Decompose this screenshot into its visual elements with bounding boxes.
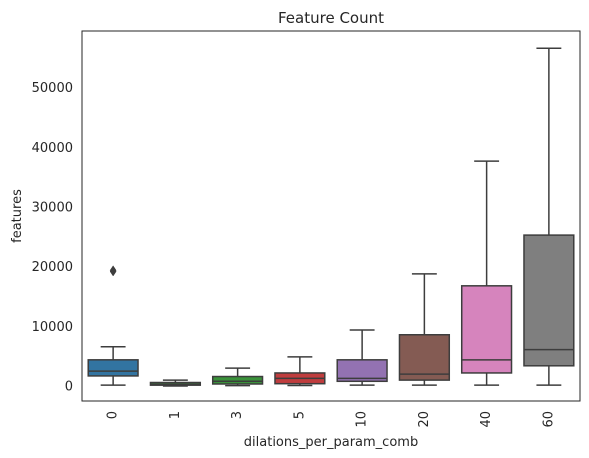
y-axis-ticks: 0 10000 20000 30000 40000 50000 (32, 81, 73, 394)
x-tick-label: 0 (106, 411, 121, 419)
y-tick-label: 10000 (32, 320, 73, 335)
box-body (211, 375, 264, 385)
box-body (398, 334, 451, 381)
boxes-layer (87, 47, 575, 387)
box-20 (398, 273, 451, 386)
x-tick-label: 1 (168, 411, 183, 419)
box-body (87, 359, 139, 377)
box-40 (460, 160, 513, 386)
box-body (523, 234, 575, 367)
y-tick-label: 0 (65, 380, 73, 395)
box-60 (523, 47, 575, 386)
x-tick-label: 3 (230, 411, 245, 419)
x-tick-label: 10 (355, 411, 370, 428)
x-tick-label: 5 (292, 411, 307, 419)
x-tick-label: 20 (417, 411, 432, 428)
x-axis-ticks: 0 1 3 5 10 20 40 60 (106, 411, 557, 428)
box-5 (274, 356, 326, 387)
x-tick-label: 60 (541, 411, 556, 428)
y-tick-label: 30000 (32, 201, 73, 216)
y-tick-label: 40000 (32, 141, 73, 156)
box-0 (87, 265, 139, 386)
box-1 (149, 379, 202, 387)
box-body (460, 285, 513, 374)
box-10 (336, 329, 388, 386)
chart-title: Feature Count (278, 9, 384, 27)
x-axis-label: dilations_per_param_comb (244, 435, 418, 450)
y-tick-label: 20000 (32, 260, 73, 275)
box-3 (211, 367, 264, 387)
outlier-point (109, 265, 117, 276)
y-axis-label: features (10, 189, 25, 243)
x-tick-label: 40 (479, 411, 494, 428)
y-tick-label: 50000 (32, 81, 73, 96)
box-body (336, 359, 388, 383)
plot-frame (81, 30, 581, 402)
